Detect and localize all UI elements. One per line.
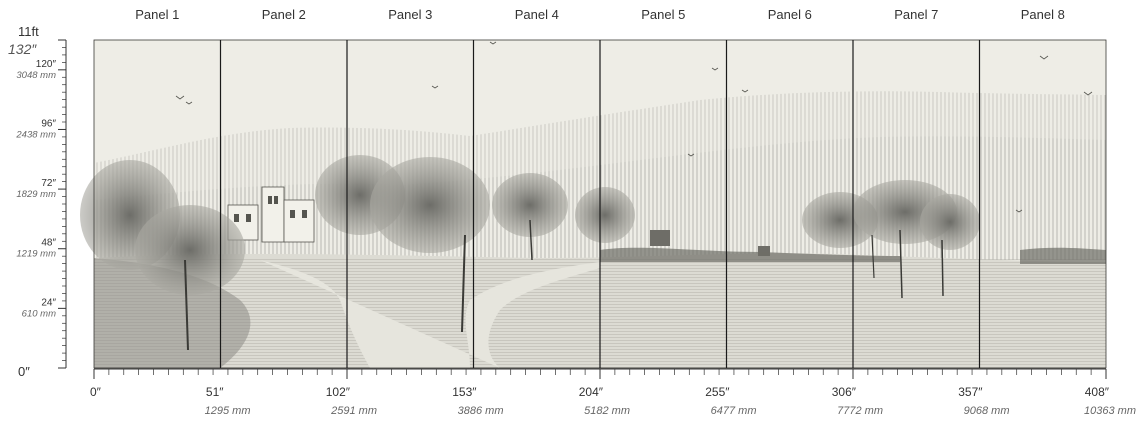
mural-hedge — [1020, 247, 1106, 264]
vertical-ruler-mm-label: 1829 mm — [16, 189, 56, 200]
mural-path — [260, 260, 600, 368]
vertical-ruler-mm-label: 1219 mm — [16, 249, 56, 260]
mural-house — [650, 230, 670, 246]
horizontal-ruler-mm-label: 10363 mm — [1084, 405, 1136, 417]
vertical-ruler: 11ft 132″ 0″ 120″3048 mm 96″2438 mm 72″182… — [8, 24, 67, 379]
horizontal-ruler-inch-label: 204″ — [579, 385, 604, 399]
panel-label: Panel 2 — [262, 7, 306, 22]
vertical-ruler-inch-label: 120″ — [36, 59, 57, 70]
horizontal-ruler-mm-label: 1295 mm — [205, 405, 251, 417]
vertical-ruler-inch-label: 72″ — [41, 178, 56, 189]
mural-hedge — [600, 247, 900, 262]
panel-label: Panel 6 — [768, 7, 812, 22]
vertical-ruler-inch-label: 96″ — [41, 118, 56, 129]
mural-birds — [175, 41, 1093, 213]
panel-label: Panel 1 — [135, 7, 179, 22]
horizontal-ruler-mm-label: 5182 mm — [584, 405, 630, 417]
horizontal-ruler-inch-label: 51″ — [206, 385, 224, 399]
horizontal-ruler-mm-label: 2591 mm — [330, 405, 377, 417]
horizontal-ruler-mm-label: 9068 mm — [964, 405, 1010, 417]
horizontal-ruler-inch-label: 408″ — [1085, 385, 1110, 399]
mural-trees — [80, 155, 980, 351]
horizontal-ruler-mm-label: 6477 mm — [711, 405, 757, 417]
vertical-ruler-inch-label: 48″ — [41, 238, 56, 249]
horizontal-ruler-inch-label: 102″ — [326, 385, 351, 399]
panel-label: Panel 4 — [515, 7, 559, 22]
panel-dividers — [219, 40, 981, 368]
vertical-ruler-top-in: 132″ — [8, 41, 37, 57]
vertical-ruler-inch-label: 24″ — [41, 297, 56, 308]
mural-image — [80, 39, 1107, 369]
vertical-ruler-mm-label: 2438 mm — [15, 129, 56, 140]
vertical-ruler-top-ft: 11ft — [18, 24, 39, 39]
panel-label: Panel 8 — [1021, 7, 1065, 22]
vertical-ruler-mm-label: 3048 mm — [16, 70, 56, 81]
horizontal-ruler-inch-label: 0″ — [90, 385, 102, 399]
horizontal-ruler-inch-label: 306″ — [832, 385, 857, 399]
horizontal-ruler-inch-label: 153″ — [452, 385, 477, 399]
panel-label: Panel 5 — [641, 7, 685, 22]
vertical-ruler-bottom-label: 0″ — [18, 364, 30, 379]
panel-label: Panel 3 — [388, 7, 432, 22]
panel-label: Panel 7 — [894, 7, 938, 22]
mural-house — [758, 246, 770, 256]
vertical-ruler-mm-label: 610 mm — [22, 308, 56, 319]
horizontal-ruler-inch-label: 357″ — [958, 385, 983, 399]
horizontal-ruler: 0″ 51″ 1295 mm 102″ 2591 mm 153″ 3886 mm 204″ 51… — [90, 368, 1136, 417]
horizontal-ruler-mm-label: 3886 mm — [458, 405, 504, 417]
horizontal-ruler-inch-label: 255″ — [705, 385, 730, 399]
panel-labels: Panel 1 Panel 2 Panel 3 Panel 4 Panel 5 Panel… — [135, 7, 1065, 22]
horizontal-ruler-mm-label: 7772 mm — [837, 405, 883, 417]
